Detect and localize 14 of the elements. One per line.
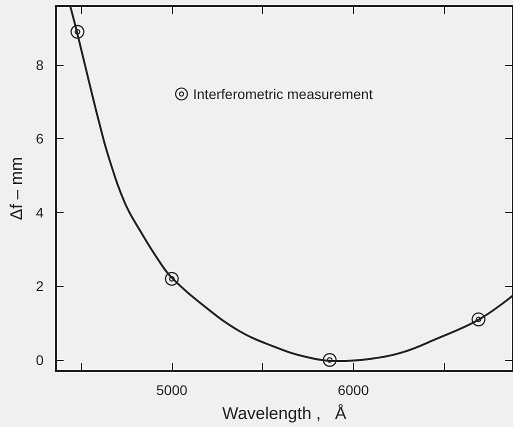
y-tick-label: 8 — [36, 56, 44, 73]
point — [472, 312, 486, 326]
point — [164, 272, 179, 286]
x-tick-label: 6000 — [338, 382, 370, 398]
point — [322, 352, 337, 367]
x-axis-title: Wavelength , Å — [222, 404, 348, 423]
y-tick-label: 4 — [36, 204, 44, 220]
y-tick-label: 0 — [36, 352, 44, 368]
point — [70, 24, 84, 39]
y-tick-label: 6 — [36, 130, 44, 147]
legend-label: Interferometric measurement — [193, 86, 373, 102]
y-tick-label: 2 — [36, 278, 44, 294]
x-tick-label: 5000 — [156, 382, 188, 398]
y-axis-title: Δf – mm — [7, 156, 26, 220]
